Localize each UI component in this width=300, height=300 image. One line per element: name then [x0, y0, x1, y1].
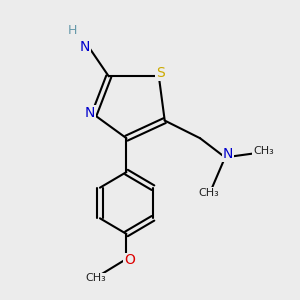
Text: S: S	[156, 66, 165, 80]
Text: H: H	[67, 24, 77, 37]
Text: N: N	[223, 147, 233, 161]
Text: CH₃: CH₃	[199, 188, 219, 198]
Text: N: N	[85, 106, 95, 120]
Text: CH₃: CH₃	[85, 273, 106, 283]
Text: H: H	[67, 24, 77, 37]
Text: N: N	[80, 40, 90, 54]
Text: CH₃: CH₃	[253, 146, 274, 157]
Text: O: O	[124, 254, 135, 267]
